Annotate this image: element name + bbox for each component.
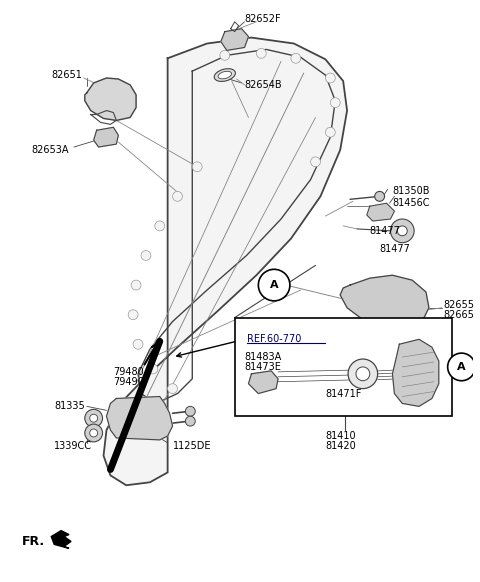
- Text: 81477: 81477: [370, 226, 401, 236]
- Text: A: A: [270, 280, 278, 290]
- Circle shape: [390, 219, 414, 243]
- Circle shape: [220, 51, 230, 61]
- Text: A: A: [457, 362, 466, 372]
- Circle shape: [85, 409, 103, 427]
- Text: 81473E: 81473E: [244, 362, 281, 372]
- Text: 81471F: 81471F: [325, 389, 362, 399]
- Text: REF.60-770: REF.60-770: [247, 334, 301, 345]
- Text: 81410: 81410: [325, 431, 356, 441]
- Text: 81350B: 81350B: [393, 186, 430, 196]
- Polygon shape: [221, 29, 249, 51]
- Circle shape: [291, 54, 301, 63]
- Text: 79490: 79490: [113, 377, 144, 386]
- Text: 81483A: 81483A: [244, 352, 282, 362]
- Polygon shape: [85, 78, 136, 120]
- Circle shape: [356, 367, 370, 381]
- Circle shape: [148, 364, 158, 374]
- Text: 82654B: 82654B: [244, 80, 282, 90]
- Polygon shape: [51, 531, 71, 548]
- Text: 81456C: 81456C: [393, 198, 430, 208]
- Text: 82652F: 82652F: [244, 14, 281, 24]
- Circle shape: [90, 414, 97, 422]
- Circle shape: [258, 269, 290, 301]
- Circle shape: [131, 280, 141, 290]
- Text: 81420: 81420: [325, 441, 356, 451]
- Circle shape: [128, 310, 138, 320]
- Circle shape: [325, 73, 335, 83]
- Polygon shape: [107, 396, 172, 440]
- Circle shape: [141, 251, 151, 260]
- Circle shape: [311, 157, 321, 167]
- Circle shape: [90, 429, 97, 437]
- Circle shape: [448, 353, 475, 381]
- Ellipse shape: [218, 71, 231, 79]
- Circle shape: [185, 406, 195, 416]
- Ellipse shape: [214, 69, 235, 81]
- Circle shape: [330, 98, 340, 108]
- Circle shape: [375, 191, 384, 201]
- Text: 1125DE: 1125DE: [172, 441, 211, 451]
- Text: 81335: 81335: [54, 402, 85, 411]
- Text: 82665: 82665: [444, 310, 475, 320]
- Circle shape: [133, 339, 143, 349]
- Polygon shape: [249, 371, 278, 393]
- Circle shape: [85, 424, 103, 442]
- Circle shape: [168, 384, 178, 393]
- Text: 1339CC: 1339CC: [54, 441, 92, 451]
- Circle shape: [155, 221, 165, 231]
- Polygon shape: [393, 339, 439, 406]
- Circle shape: [256, 48, 266, 58]
- Text: 82655: 82655: [444, 300, 475, 310]
- Text: 79480: 79480: [113, 367, 144, 377]
- Circle shape: [192, 162, 202, 172]
- Circle shape: [172, 191, 182, 201]
- Polygon shape: [94, 127, 119, 147]
- Text: 81477: 81477: [380, 244, 410, 254]
- Polygon shape: [340, 275, 429, 329]
- Polygon shape: [367, 203, 395, 221]
- Text: 82653A: 82653A: [32, 145, 69, 155]
- Text: 82651: 82651: [51, 70, 82, 80]
- Bar: [235, 318, 452, 416]
- Circle shape: [397, 226, 407, 236]
- Circle shape: [325, 127, 335, 137]
- Polygon shape: [104, 38, 347, 485]
- Text: FR.: FR.: [22, 535, 45, 548]
- Circle shape: [348, 359, 378, 389]
- Circle shape: [185, 416, 195, 426]
